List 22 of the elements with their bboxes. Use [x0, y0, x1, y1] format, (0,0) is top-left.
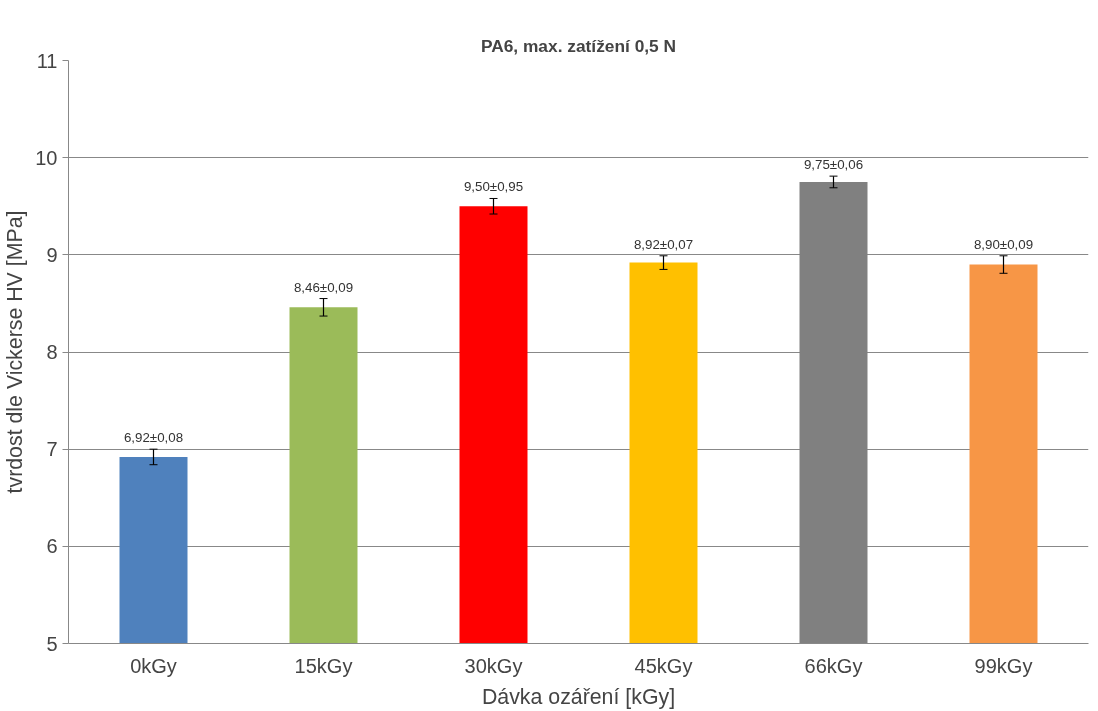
- data-label: 8,92±0,07: [633, 236, 694, 252]
- y-tick-label: 11: [36, 49, 58, 72]
- x-tick-label: 99kGy: [974, 654, 1033, 677]
- x-axis-title: Dávka ozáření [kGy]: [481, 684, 676, 709]
- x-tick-label: 66kGy: [804, 654, 863, 677]
- data-label: 8,90±0,09: [973, 236, 1034, 252]
- data-label: 9,50±0,95: [463, 179, 524, 195]
- y-tick-label: 10: [35, 146, 58, 169]
- data-label: 8,46±0,09: [293, 279, 354, 295]
- y-tick-label: 5: [46, 632, 58, 655]
- data-label: 6,92±0,08: [123, 430, 184, 446]
- x-tick-label: 30kGy: [464, 654, 523, 677]
- x-tick-label: 0kGy: [130, 654, 177, 677]
- y-axis-title: tvrdost dle Vickerse HV [MPa]: [3, 210, 28, 494]
- y-tick-label: 8: [46, 341, 58, 363]
- y-tick-label: 9: [46, 243, 58, 266]
- chart-title: PA6, max. zatížení 0,5 N: [480, 35, 677, 56]
- x-tick-label: 45kGy: [634, 654, 693, 677]
- y-tick-label: 7: [46, 438, 58, 461]
- x-tick-label: 15kGy: [294, 654, 353, 677]
- data-label: 9,75±0,06: [803, 157, 864, 173]
- y-tick-label: 6: [46, 535, 58, 558]
